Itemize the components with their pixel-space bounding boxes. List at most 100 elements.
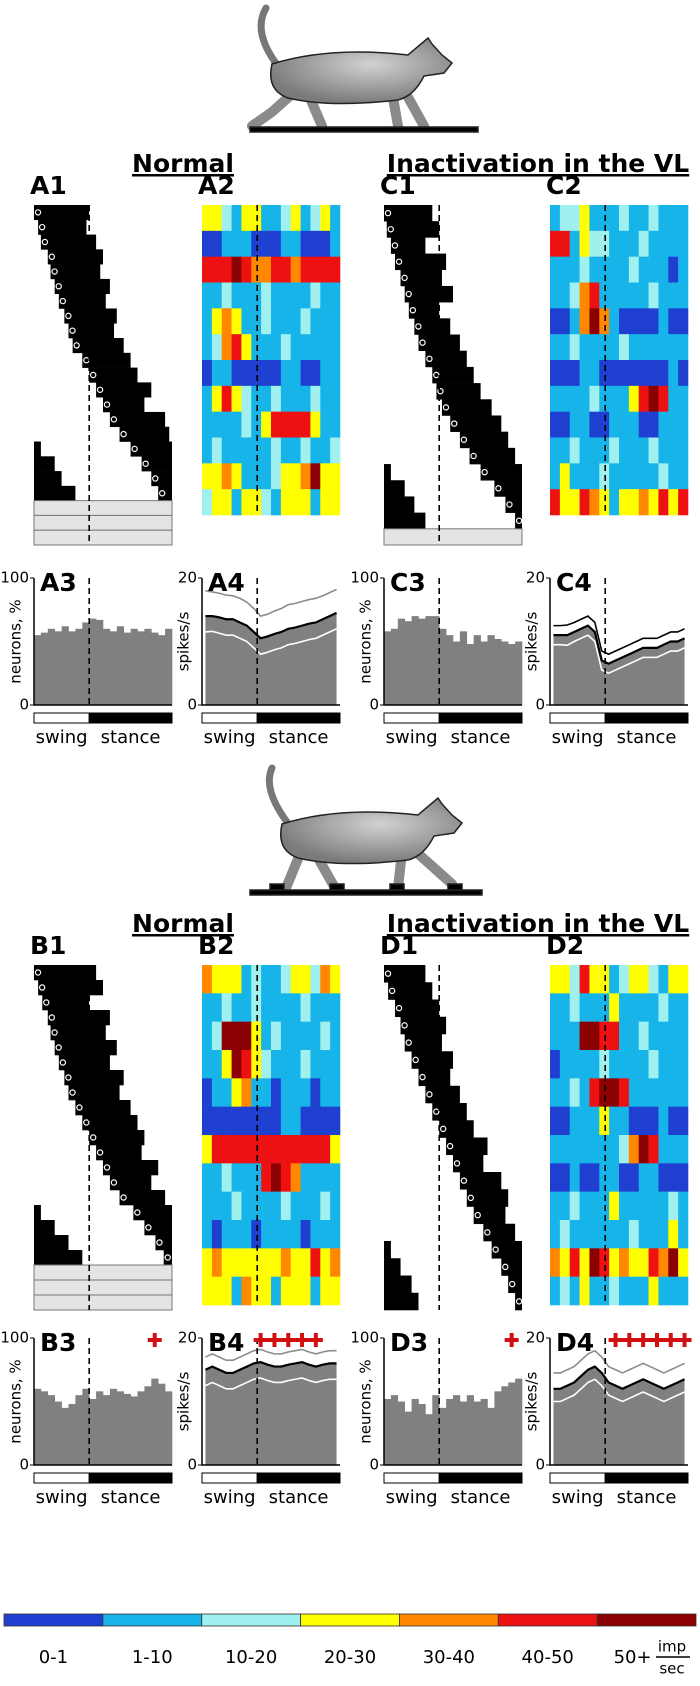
- heat-cell: [638, 385, 649, 412]
- bar: [75, 1395, 83, 1465]
- heat-cell: [320, 205, 331, 232]
- heat-cell: [231, 1163, 242, 1192]
- burst: [390, 237, 426, 254]
- burst: [414, 318, 451, 335]
- heat-cell: [628, 1078, 640, 1107]
- heat-cell: [271, 385, 282, 412]
- ground: [249, 889, 483, 896]
- heat-cell: [589, 437, 600, 464]
- heat-cell: [320, 411, 331, 438]
- heat-cell: [320, 1106, 331, 1136]
- burst-onset: [495, 485, 502, 492]
- burst-onset: [474, 1211, 481, 1219]
- burst: [47, 1010, 110, 1026]
- heat-cell: [310, 1220, 321, 1249]
- panel-label: A4: [208, 568, 245, 597]
- burst: [54, 1040, 117, 1056]
- heat-cell: [290, 1078, 301, 1107]
- heat-cell: [678, 385, 689, 412]
- significance-cross: [608, 1333, 623, 1347]
- heat-cell: [559, 1248, 571, 1277]
- heat-cell: [599, 1078, 610, 1107]
- burst-onset: [401, 274, 408, 282]
- heat-cell: [559, 1106, 571, 1136]
- heat-cell: [290, 411, 301, 438]
- bar: [144, 1386, 152, 1465]
- heat-cell: [638, 1078, 649, 1107]
- bar: [515, 1378, 523, 1465]
- heat-cell: [330, 1248, 341, 1277]
- burst-onset: [401, 1022, 408, 1029]
- burst-onset: [412, 1056, 419, 1064]
- heat-cell: [648, 1106, 659, 1136]
- heat-cell: [271, 230, 282, 257]
- burst: [388, 982, 433, 1000]
- heat-cell: [579, 1106, 590, 1136]
- heat-cell: [310, 489, 321, 516]
- heat-cell: [628, 360, 640, 387]
- bar: [404, 1411, 412, 1465]
- heat-cell: [628, 1191, 640, 1221]
- burst: [384, 496, 415, 513]
- y-tick-label: 100: [0, 569, 29, 587]
- burst: [432, 366, 474, 384]
- heat-cell: [589, 965, 600, 994]
- burst: [40, 234, 97, 250]
- burst: [155, 1235, 172, 1251]
- burst: [89, 1130, 145, 1146]
- heat-cell: [271, 334, 282, 361]
- heat-cell: [668, 360, 679, 387]
- heat-cell: [221, 411, 232, 438]
- heat-cell: [221, 308, 232, 335]
- heat-cell: [579, 463, 590, 490]
- bar: [137, 631, 145, 705]
- burst-onset: [103, 401, 111, 408]
- heat-cell: [628, 230, 640, 257]
- heat-cell: [599, 1191, 610, 1221]
- foot-contact: [447, 883, 463, 891]
- heat-cell: [678, 411, 689, 438]
- significance-cross: [295, 1333, 310, 1347]
- bar: [61, 1407, 69, 1465]
- heat-cell: [628, 1135, 640, 1164]
- heat-cell: [241, 308, 252, 335]
- heat-cell: [241, 489, 252, 516]
- heat-cell: [310, 1135, 321, 1164]
- unit-label: imp: [658, 1638, 686, 1656]
- heat-cell: [678, 965, 689, 994]
- heat-cell: [320, 1135, 331, 1164]
- heat-cell: [280, 1078, 292, 1107]
- heat-cell: [330, 993, 341, 1022]
- heat-cell: [658, 230, 669, 257]
- heat-cell: [310, 256, 321, 283]
- y-tick-label: 0: [19, 1456, 29, 1474]
- heat-cell: [609, 230, 620, 257]
- heat-cell: [678, 308, 689, 335]
- burst-onset: [388, 987, 396, 995]
- heat-cell: [300, 1050, 311, 1079]
- bar: [446, 635, 454, 705]
- burst: [494, 480, 522, 497]
- phase-label: stance: [269, 727, 329, 748]
- heat-cell: [619, 1163, 630, 1192]
- cat-top: [247, 4, 479, 133]
- burst-onset: [41, 238, 49, 246]
- rate-line: [553, 1378, 685, 1403]
- y-tick-label: 20: [526, 569, 545, 587]
- heat-cell: [550, 993, 561, 1022]
- heat-cell: [579, 1276, 590, 1306]
- heat-cell: [658, 1276, 669, 1306]
- burst: [515, 1292, 522, 1311]
- stance-bar: [438, 712, 523, 724]
- heat-cell: [638, 411, 649, 438]
- blank-row: [33, 529, 173, 546]
- stance-bar: [88, 712, 173, 724]
- burst-onset: [446, 1142, 454, 1150]
- heat-cell: [251, 334, 262, 361]
- heat-cell: [658, 1220, 669, 1249]
- heat-cell: [668, 993, 679, 1022]
- heat-cell: [579, 965, 590, 994]
- blank-row: [383, 528, 523, 546]
- heat-cell: [668, 1050, 679, 1079]
- heat-cell: [241, 965, 252, 994]
